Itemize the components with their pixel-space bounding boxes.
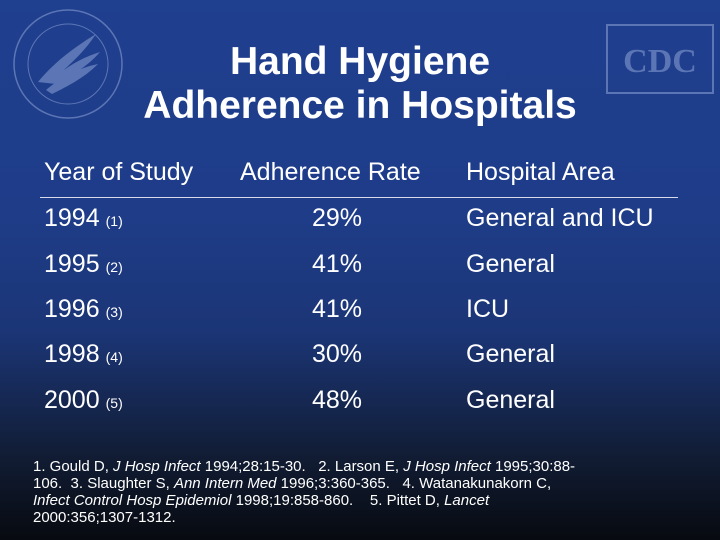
header-divider — [40, 197, 678, 198]
row-3-ref: (3) — [105, 304, 123, 320]
header-year: Year of Study — [44, 158, 194, 186]
row-4-ref: (4) — [105, 349, 123, 365]
cdc-logo: CDC — [606, 24, 714, 94]
row-1-rate: 29% — [312, 204, 363, 232]
row-2-ref: (2) — [105, 259, 123, 275]
references-line-3: Infect Control Hosp Epidemiol 1998;19:85… — [33, 492, 490, 509]
references-line-4: 2000:356;1307-1312. — [33, 509, 176, 526]
row-4-rate: 30% — [312, 340, 363, 368]
row-4-year: 1998 (4) — [44, 340, 123, 368]
references: 1. Gould D, J Hosp Infect 1994;28:15-30.… — [33, 458, 693, 526]
row-2-area: General — [466, 250, 555, 278]
row-2-rate: 41% — [312, 250, 363, 278]
hhs-eagle-logo — [13, 9, 123, 119]
row-5-area: General — [466, 386, 555, 414]
row-5-ref: (5) — [105, 395, 123, 411]
row-5-year: 2000 (5) — [44, 386, 123, 414]
row-3-rate: 41% — [312, 295, 363, 323]
slide-title: Hand Hygiene Adherence in Hospitals — [0, 40, 720, 128]
references-line-1: 1. Gould D, J Hosp Infect 1994;28:15-30.… — [33, 458, 576, 475]
header-area: Hospital Area — [466, 158, 615, 186]
row-3-area: ICU — [466, 295, 510, 323]
row-3-year: 1996 (3) — [44, 295, 123, 323]
header-rate: Adherence Rate — [240, 158, 421, 186]
title-line-1: Hand Hygiene — [229, 40, 491, 83]
row-5-rate: 48% — [312, 386, 363, 414]
row-1-ref: (1) — [105, 213, 123, 229]
svg-text:CDC: CDC — [623, 43, 697, 80]
row-2-year: 1995 (2) — [44, 250, 123, 278]
references-line-2: 106. 3. Slaughter S, Ann Intern Med 1996… — [33, 475, 552, 492]
row-1-area: General and ICU — [466, 204, 654, 232]
title-line-2: Adherence in Hospitals — [143, 84, 577, 127]
row-1-year: 1994 (1) — [44, 204, 123, 232]
row-4-area: General — [466, 340, 555, 368]
